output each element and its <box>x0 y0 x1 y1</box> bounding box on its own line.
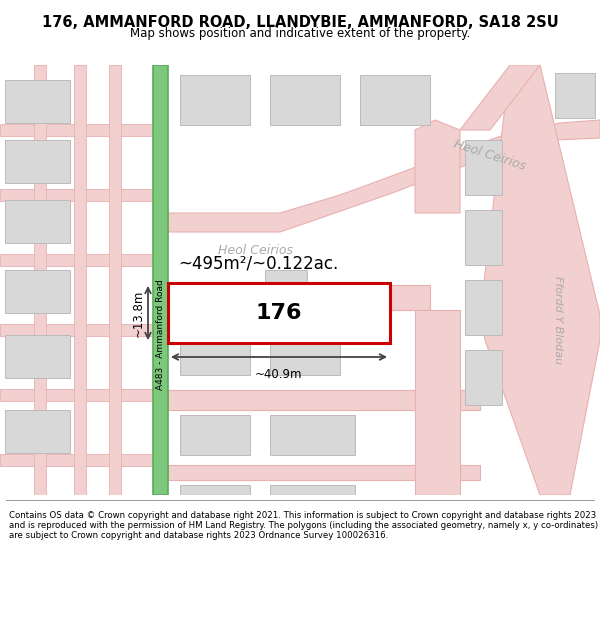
Text: 176: 176 <box>256 303 302 323</box>
Polygon shape <box>0 124 153 136</box>
Text: Heol Ceirios: Heol Ceirios <box>218 244 293 256</box>
Polygon shape <box>480 65 600 495</box>
Bar <box>270 320 340 375</box>
Polygon shape <box>0 189 153 201</box>
Polygon shape <box>74 65 86 495</box>
Bar <box>270 75 340 125</box>
Polygon shape <box>0 324 153 336</box>
Bar <box>5 80 70 123</box>
Text: ~495m²/~0.122ac.: ~495m²/~0.122ac. <box>178 254 338 272</box>
Bar <box>180 485 250 495</box>
Polygon shape <box>168 285 430 310</box>
Bar <box>465 280 502 335</box>
Polygon shape <box>34 65 46 495</box>
Bar <box>153 65 168 495</box>
Bar <box>555 73 595 118</box>
Bar <box>5 200 70 243</box>
Bar <box>180 75 250 125</box>
Polygon shape <box>168 390 480 410</box>
Bar <box>360 75 430 125</box>
Text: Map shows position and indicative extent of the property.: Map shows position and indicative extent… <box>130 27 470 39</box>
Bar <box>465 210 502 265</box>
Bar <box>5 335 70 378</box>
Polygon shape <box>0 389 153 401</box>
Bar <box>5 270 70 313</box>
Text: 176, AMMANFORD ROAD, LLANDYBIE, AMMANFORD, SA18 2SU: 176, AMMANFORD ROAD, LLANDYBIE, AMMANFOR… <box>41 16 559 31</box>
Bar <box>265 270 307 302</box>
Bar <box>5 140 70 183</box>
Polygon shape <box>415 310 460 495</box>
Polygon shape <box>168 120 600 232</box>
Bar <box>180 415 250 455</box>
Bar <box>168 283 390 343</box>
Polygon shape <box>109 65 121 495</box>
Polygon shape <box>0 254 153 266</box>
Text: ~40.9m: ~40.9m <box>255 368 303 381</box>
Text: Heol Ceirios: Heol Ceirios <box>452 138 527 172</box>
Bar <box>465 350 502 405</box>
Bar <box>180 320 250 375</box>
Bar <box>270 415 355 455</box>
Bar <box>5 410 70 453</box>
Polygon shape <box>168 465 480 480</box>
Text: Ffordd Y Blodau: Ffordd Y Blodau <box>553 276 563 364</box>
Polygon shape <box>0 454 153 466</box>
Text: A483 - Ammanford Road: A483 - Ammanford Road <box>156 279 165 391</box>
Text: ~13.8m: ~13.8m <box>132 289 145 337</box>
Text: Contains OS data © Crown copyright and database right 2021. This information is : Contains OS data © Crown copyright and d… <box>9 511 598 541</box>
Polygon shape <box>460 65 540 130</box>
Bar <box>465 140 502 195</box>
Bar <box>270 485 355 495</box>
Polygon shape <box>415 120 460 213</box>
